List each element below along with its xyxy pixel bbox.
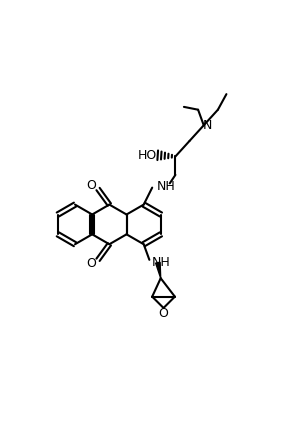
Text: O: O bbox=[86, 179, 96, 192]
Text: N: N bbox=[202, 119, 212, 132]
Text: NH: NH bbox=[156, 180, 175, 193]
Text: NH: NH bbox=[152, 256, 171, 269]
Polygon shape bbox=[156, 262, 161, 278]
Text: O: O bbox=[86, 257, 96, 270]
Text: O: O bbox=[159, 306, 168, 320]
Text: HO: HO bbox=[138, 149, 157, 161]
